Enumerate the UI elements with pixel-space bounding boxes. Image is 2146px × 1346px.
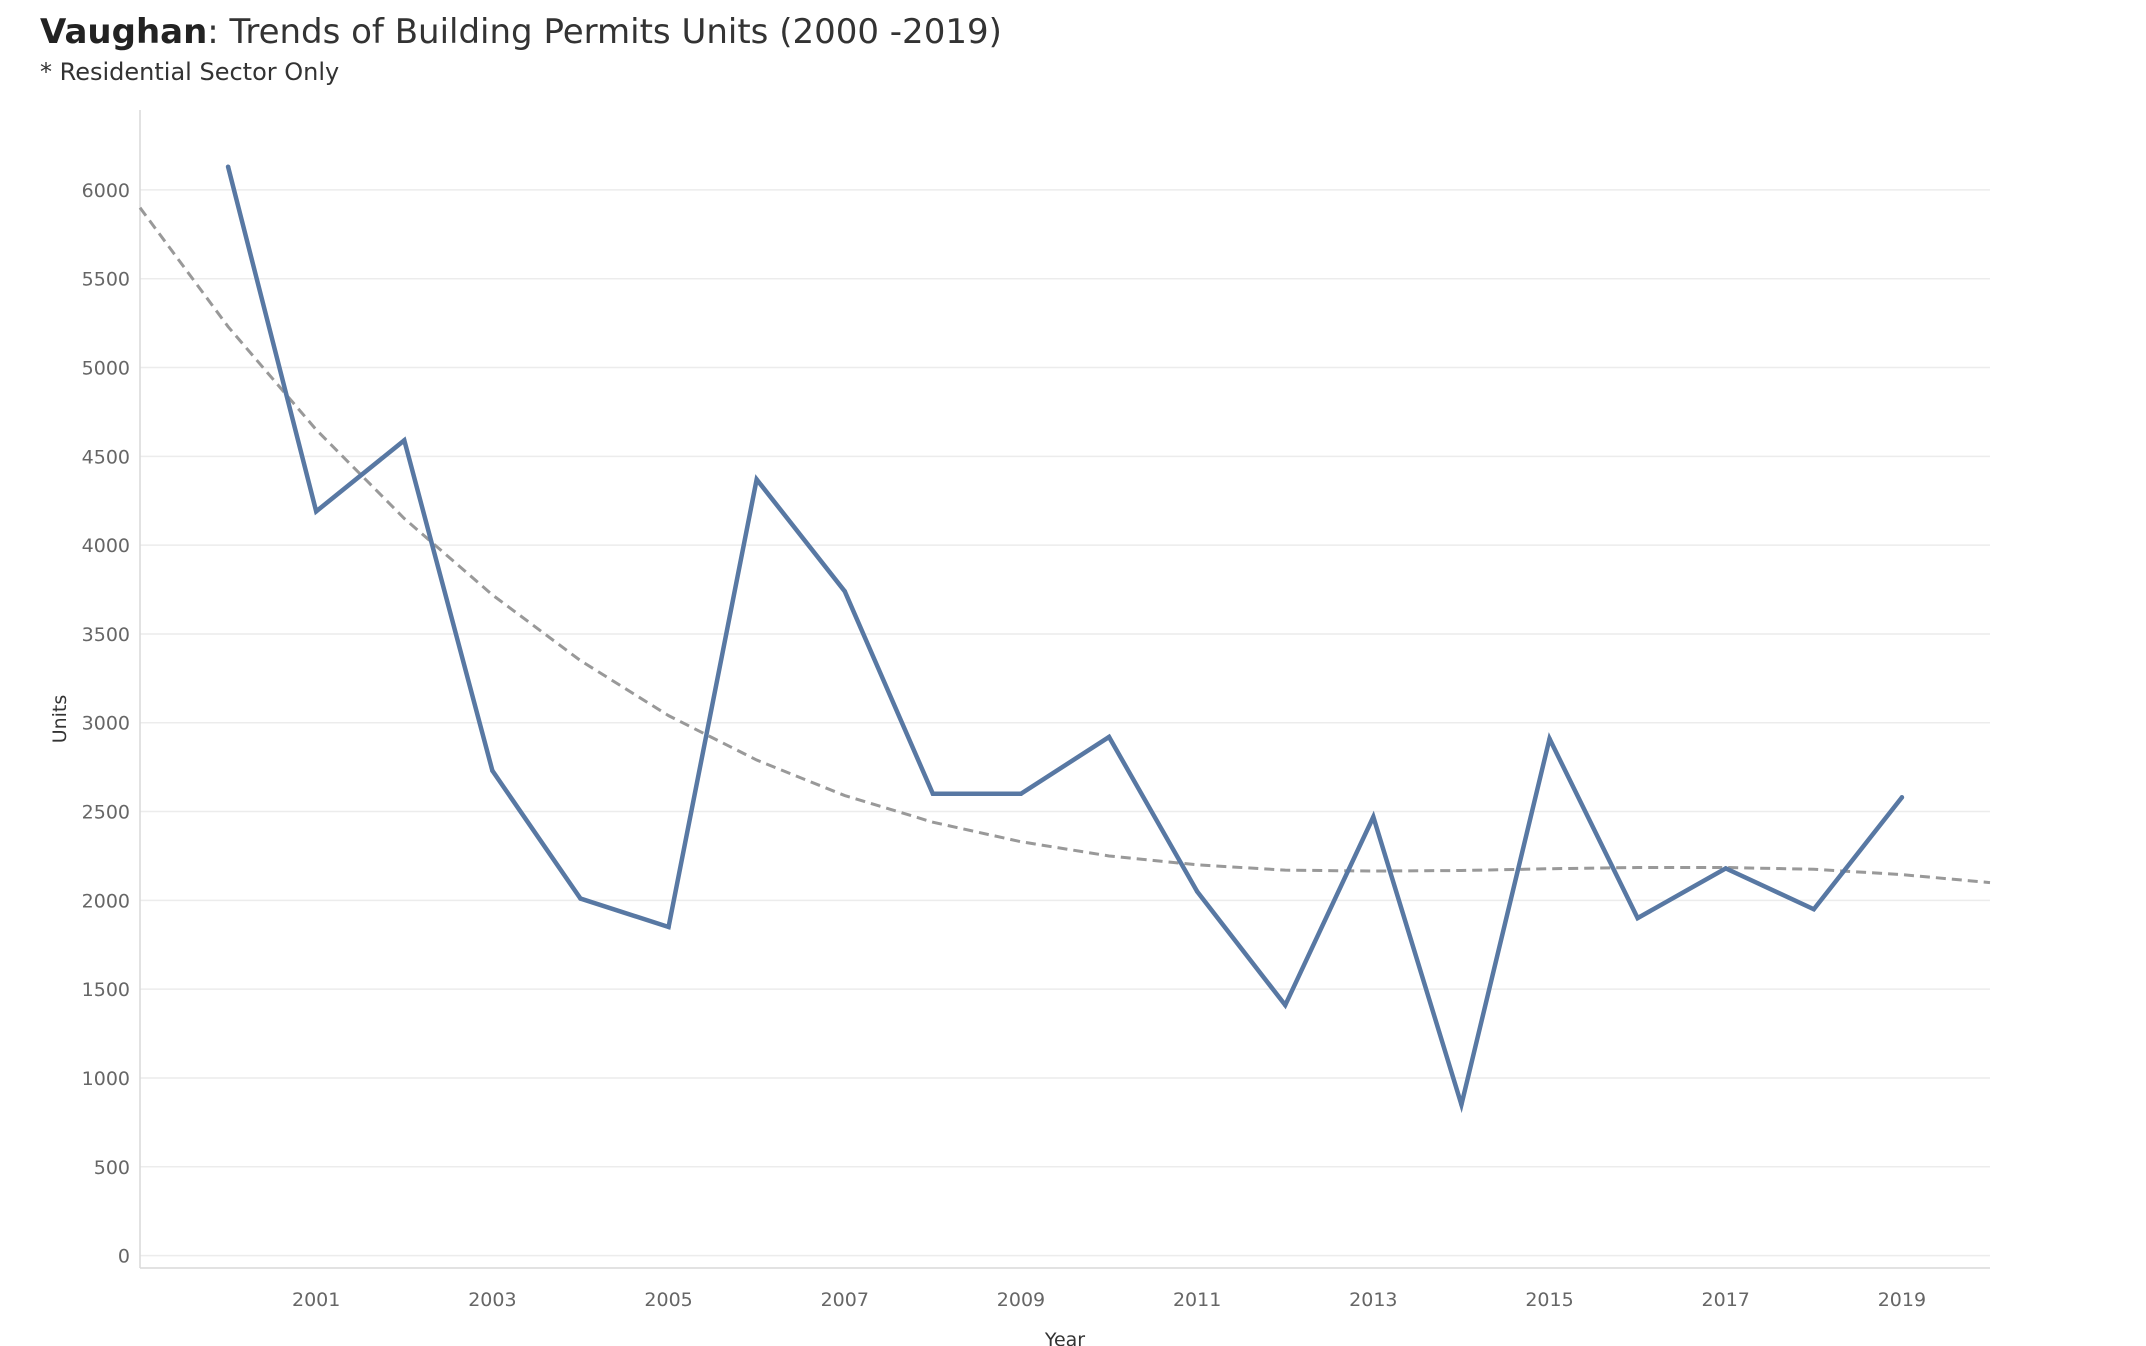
y-tick-label-2000: 2000 — [82, 890, 130, 912]
y-axis-title: Units — [49, 695, 71, 744]
y-tick-label-4000: 4000 — [82, 535, 130, 557]
axis-titles: Year Units — [49, 695, 1085, 1346]
data-point-2002[interactable] — [402, 438, 407, 443]
x-tick-label-2001: 2001 — [292, 1289, 340, 1311]
y-tick-label-3000: 3000 — [82, 713, 130, 735]
x-tick-label-2017: 2017 — [1702, 1289, 1750, 1311]
chart-subtitle: * Residential Sector Only — [40, 58, 340, 86]
data-point-2012[interactable] — [1283, 1002, 1288, 1008]
x-tick-label-2005: 2005 — [644, 1289, 692, 1311]
grid-lines — [140, 189, 1990, 1257]
y-axis-ticks: 0 500 1000 1500 2000 2500 3000 3500 4000 4500 5000… — [82, 180, 130, 1268]
y-tick-label-5000: 5000 — [82, 358, 130, 380]
chart-title: Vaughan: Trends of Building Permits Unit… — [40, 12, 1002, 52]
y-tick-label-2500: 2500 — [82, 802, 130, 824]
data-point-2004[interactable] — [578, 896, 583, 901]
x-tick-label-2009: 2009 — [997, 1289, 1045, 1311]
axes — [139, 110, 1990, 1269]
x-axis-title: Year — [1044, 1329, 1085, 1346]
x-tick-label-2019: 2019 — [1878, 1289, 1926, 1311]
chart-title-rest: : Trends of Building Permits Units (2000… — [207, 12, 1002, 52]
data-point-2009[interactable] — [1018, 791, 1024, 796]
data-point-2010[interactable] — [1106, 734, 1112, 740]
data-point-2000[interactable] — [225, 164, 231, 170]
y-tick-label-6000: 6000 — [82, 180, 130, 202]
data-point-2005[interactable] — [666, 924, 671, 930]
data-point-2001[interactable] — [313, 509, 319, 514]
data-point-2014[interactable] — [1459, 1102, 1464, 1107]
x-axis-ticks: 2001 2003 2005 2007 2009 2011 2013 2015 2017 2019 — [292, 1289, 1926, 1311]
series-group — [225, 164, 1905, 1114]
y-tick-label-5500: 5500 — [82, 269, 130, 291]
y-tick-label-1500: 1500 — [82, 979, 130, 1001]
y-tick-label-4500: 4500 — [82, 446, 130, 468]
trend-line-group — [138, 206, 1991, 885]
data-point-2007[interactable] — [842, 589, 847, 594]
series-line-0 — [225, 164, 1905, 1114]
data-point-2018[interactable] — [1811, 907, 1817, 912]
data-point-2019[interactable] — [1899, 795, 1905, 800]
data-point-2015[interactable] — [1547, 736, 1552, 741]
data-point-2008[interactable] — [930, 791, 936, 796]
x-tick-label-2015: 2015 — [1525, 1289, 1573, 1311]
x-tick-label-2003: 2003 — [468, 1289, 516, 1311]
data-point-2016[interactable] — [1635, 915, 1640, 921]
y-tick-label-0: 0 — [118, 1246, 130, 1268]
data-point-2011[interactable] — [1194, 889, 1200, 894]
x-tick-label-2013: 2013 — [1349, 1289, 1397, 1311]
data-point-2013[interactable] — [1371, 814, 1376, 820]
y-tick-label-3500: 3500 — [82, 624, 130, 646]
data-point-2003[interactable] — [490, 768, 495, 773]
chart-title-city: Vaughan — [40, 12, 208, 52]
trend-line — [138, 206, 1991, 885]
data-point-2006[interactable] — [754, 477, 759, 482]
y-tick-label-1000: 1000 — [82, 1068, 130, 1090]
data-point-2017[interactable] — [1723, 866, 1728, 871]
x-tick-label-2011: 2011 — [1173, 1289, 1221, 1311]
x-tick-label-2007: 2007 — [821, 1289, 869, 1311]
y-tick-label-500: 500 — [94, 1157, 130, 1179]
